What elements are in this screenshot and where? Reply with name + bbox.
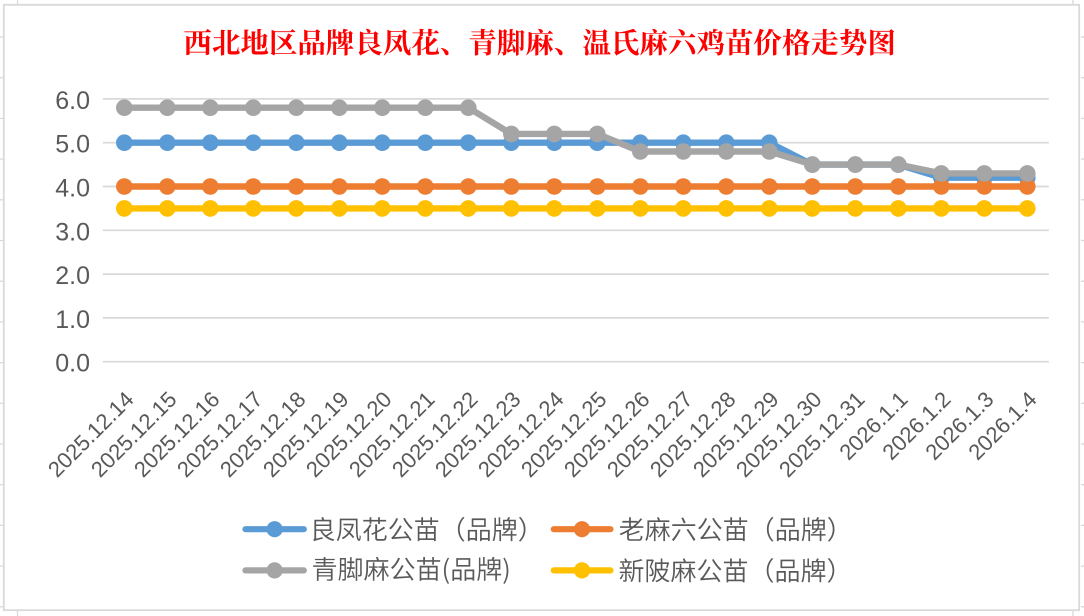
svg-text:4.0: 4.0 <box>55 175 90 203</box>
svg-text:0.0: 0.0 <box>55 350 90 378</box>
svg-text:3.0: 3.0 <box>55 218 90 246</box>
svg-text:6.0: 6.0 <box>55 87 90 115</box>
svg-text:1.0: 1.0 <box>55 306 90 334</box>
svg-text:5.0: 5.0 <box>55 131 90 159</box>
svg-text:2.0: 2.0 <box>55 262 90 290</box>
